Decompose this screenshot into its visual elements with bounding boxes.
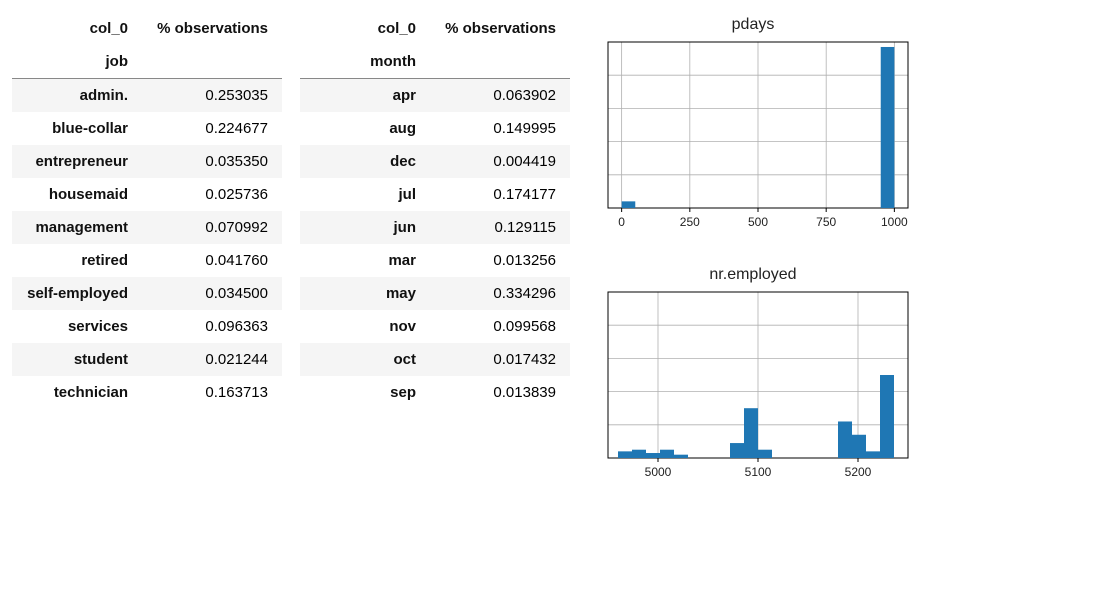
col-header-right: % observations (430, 12, 570, 45)
col-header-right: % observations (142, 12, 282, 45)
row-label: sep (300, 376, 430, 409)
table-row: housemaid0.025736 (12, 178, 282, 211)
row-value: 0.163713 (142, 376, 282, 409)
col-header-left: col_0 (300, 12, 430, 45)
row-value: 0.334296 (430, 277, 570, 310)
row-label: services (12, 310, 142, 343)
table-row: sep0.013839 (300, 376, 570, 409)
table-row: blue-collar0.224677 (12, 112, 282, 145)
table-row: may0.334296 (300, 277, 570, 310)
row-label: entrepreneur (12, 145, 142, 178)
table-row: jul0.174177 (300, 178, 570, 211)
row-label: apr (300, 79, 430, 113)
row-value: 0.034500 (142, 277, 282, 310)
table-row: jun0.129115 (300, 211, 570, 244)
table-row: retired0.041760 (12, 244, 282, 277)
row-label: self-employed (12, 277, 142, 310)
row-value: 0.035350 (142, 145, 282, 178)
chart-pdays: pdays 0 250 500 750 1000 (588, 16, 918, 236)
row-value: 0.013839 (430, 376, 570, 409)
row-value: 0.224677 (142, 112, 282, 145)
row-label: dec (300, 145, 430, 178)
row-value: 0.174177 (430, 178, 570, 211)
layout-container: col_0 % observations job admin.0.253035b… (12, 12, 1087, 486)
row-label: oct (300, 343, 430, 376)
row-value: 0.070992 (142, 211, 282, 244)
row-label: student (12, 343, 142, 376)
row-value: 0.041760 (142, 244, 282, 277)
table-row: apr0.063902 (300, 79, 570, 113)
svg-text:5000: 5000 (645, 465, 672, 479)
charts-column: pdays 0 250 500 750 1000 nr.employed 5000 510… (588, 12, 918, 486)
row-label: jul (300, 178, 430, 211)
row-value: 0.253035 (142, 79, 282, 113)
row-label: housemaid (12, 178, 142, 211)
row-value: 0.013256 (430, 244, 570, 277)
row-value: 0.149995 (430, 112, 570, 145)
table-row: self-employed0.034500 (12, 277, 282, 310)
row-label: admin. (12, 79, 142, 113)
row-value: 0.096363 (142, 310, 282, 343)
table-row: admin.0.253035 (12, 79, 282, 113)
row-value: 0.063902 (430, 79, 570, 113)
chart-title: nr.employed (588, 266, 918, 284)
histogram-pdays: 0 250 500 750 1000 (588, 36, 918, 236)
row-label: retired (12, 244, 142, 277)
month-observations-table: col_0 % observations month apr0.063902au… (300, 12, 570, 409)
table-row: dec0.004419 (300, 145, 570, 178)
row-value: 0.021244 (142, 343, 282, 376)
table-month: col_0 % observations month apr0.063902au… (300, 12, 570, 409)
row-label: technician (12, 376, 142, 409)
table-row: student0.021244 (12, 343, 282, 376)
chart-nremployed: nr.employed 5000 5100 5200 (588, 266, 918, 486)
row-label: nov (300, 310, 430, 343)
row-value: 0.017432 (430, 343, 570, 376)
job-observations-table: col_0 % observations job admin.0.253035b… (12, 12, 282, 409)
table-row: technician0.163713 (12, 376, 282, 409)
row-value: 0.129115 (430, 211, 570, 244)
index-name: job (12, 45, 142, 79)
chart-title: pdays (588, 16, 918, 34)
histogram-nremployed: 5000 5100 5200 (588, 286, 918, 486)
svg-text:5100: 5100 (745, 465, 772, 479)
index-name: month (300, 45, 430, 79)
row-label: aug (300, 112, 430, 145)
row-label: management (12, 211, 142, 244)
table-row: oct0.017432 (300, 343, 570, 376)
row-value: 0.004419 (430, 145, 570, 178)
col-header-left: col_0 (12, 12, 142, 45)
row-label: blue-collar (12, 112, 142, 145)
table-row: aug0.149995 (300, 112, 570, 145)
blank-header (142, 45, 282, 79)
svg-text:750: 750 (816, 215, 836, 229)
row-label: mar (300, 244, 430, 277)
table-row: management0.070992 (12, 211, 282, 244)
table-row: mar0.013256 (300, 244, 570, 277)
table-row: nov0.099568 (300, 310, 570, 343)
table-row: entrepreneur0.035350 (12, 145, 282, 178)
table-job: col_0 % observations job admin.0.253035b… (12, 12, 282, 409)
row-label: may (300, 277, 430, 310)
svg-text:5200: 5200 (845, 465, 872, 479)
svg-text:1000: 1000 (881, 215, 908, 229)
row-value: 0.025736 (142, 178, 282, 211)
svg-text:0: 0 (618, 215, 625, 229)
row-label: jun (300, 211, 430, 244)
svg-text:250: 250 (680, 215, 700, 229)
row-value: 0.099568 (430, 310, 570, 343)
table-row: services0.096363 (12, 310, 282, 343)
blank-header (430, 45, 570, 79)
svg-text:500: 500 (748, 215, 768, 229)
